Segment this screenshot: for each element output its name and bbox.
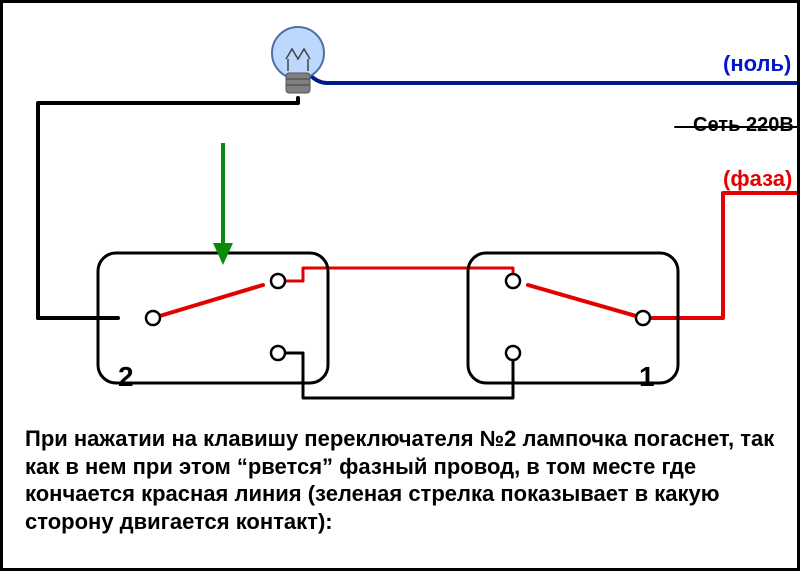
phase-wire [678, 193, 797, 318]
sw2-terminal-common [146, 311, 160, 325]
sw2-terminal-top [271, 274, 285, 288]
switch-1-lever [528, 285, 643, 318]
sw1-terminal-common [636, 311, 650, 325]
sw2-terminal-bottom [271, 346, 285, 360]
neutral-wire [310, 75, 797, 83]
mains-label: Сеть 220В [693, 115, 794, 135]
sw1-terminal-top [506, 274, 520, 288]
circuit-svg [3, 3, 797, 418]
switch-2-label: 2 [118, 363, 134, 391]
switch-2-lever [153, 285, 263, 318]
description-text: При нажатии на клавишу переключателя №2 … [25, 425, 775, 535]
phase-label: (фаза) [723, 168, 792, 190]
switch-1-label: 1 [639, 363, 655, 391]
traveller-bottom [278, 353, 513, 398]
diagram-frame: (ноль) Сеть 220В (фаза) 1 2 При нажатии … [0, 0, 800, 571]
neutral-label: (ноль) [723, 53, 791, 75]
sw1-terminal-bottom [506, 346, 520, 360]
lightbulb-icon [272, 27, 324, 93]
traveller-top [278, 268, 513, 281]
